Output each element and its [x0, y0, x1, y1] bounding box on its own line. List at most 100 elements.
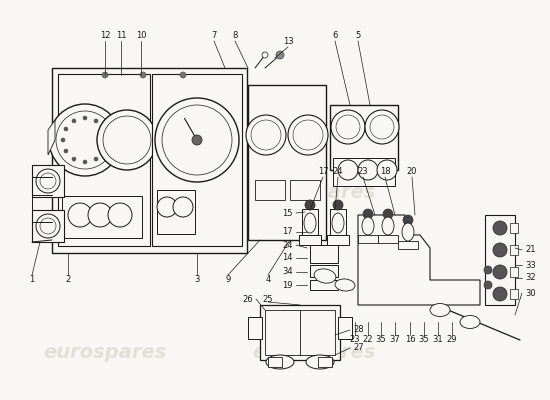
- Text: 7: 7: [211, 32, 217, 40]
- Text: eurospares: eurospares: [252, 342, 375, 362]
- Circle shape: [262, 52, 268, 58]
- Circle shape: [493, 265, 507, 279]
- Circle shape: [493, 221, 507, 235]
- Bar: [299, 235, 321, 245]
- Circle shape: [102, 127, 106, 131]
- Text: 37: 37: [389, 336, 400, 344]
- Bar: [260, 305, 340, 360]
- Circle shape: [72, 119, 76, 123]
- Text: 3: 3: [194, 276, 200, 284]
- Circle shape: [370, 115, 394, 139]
- Text: 35: 35: [419, 336, 430, 344]
- Circle shape: [358, 160, 378, 180]
- Circle shape: [61, 138, 65, 142]
- Ellipse shape: [402, 223, 414, 241]
- Circle shape: [192, 135, 202, 145]
- Text: eurospares: eurospares: [43, 342, 166, 362]
- Ellipse shape: [306, 355, 334, 369]
- Text: 12: 12: [100, 32, 110, 40]
- Text: 6: 6: [332, 32, 338, 40]
- Text: 2: 2: [65, 276, 70, 284]
- Circle shape: [83, 160, 87, 164]
- Bar: [318, 357, 332, 367]
- Circle shape: [64, 149, 68, 153]
- Bar: [32, 165, 64, 197]
- Circle shape: [305, 200, 315, 210]
- Bar: [330, 105, 398, 170]
- Text: 22: 22: [363, 336, 373, 344]
- Circle shape: [49, 104, 121, 176]
- Bar: [32, 210, 64, 242]
- Circle shape: [333, 200, 343, 210]
- Text: 13: 13: [283, 38, 293, 46]
- Text: 32: 32: [525, 274, 536, 282]
- Ellipse shape: [430, 304, 450, 316]
- Bar: [255, 180, 285, 200]
- Circle shape: [103, 116, 151, 164]
- Circle shape: [157, 197, 177, 217]
- Circle shape: [377, 160, 397, 180]
- Bar: [510, 223, 518, 233]
- Circle shape: [94, 157, 98, 161]
- Circle shape: [288, 115, 328, 155]
- Circle shape: [363, 209, 373, 219]
- Circle shape: [36, 214, 60, 238]
- Circle shape: [493, 243, 507, 257]
- Circle shape: [251, 120, 281, 150]
- Text: 34: 34: [282, 268, 293, 276]
- Bar: [333, 158, 395, 186]
- Circle shape: [40, 173, 56, 189]
- Text: 26: 26: [243, 294, 253, 304]
- Text: 10: 10: [136, 32, 146, 40]
- Text: eurospares: eurospares: [252, 182, 375, 202]
- Circle shape: [68, 203, 92, 227]
- Circle shape: [155, 98, 239, 182]
- Bar: [268, 357, 282, 367]
- Text: 17: 17: [282, 228, 293, 236]
- Bar: [248, 317, 262, 339]
- Polygon shape: [358, 215, 480, 305]
- Ellipse shape: [362, 217, 374, 235]
- Ellipse shape: [460, 316, 480, 328]
- Text: 9: 9: [226, 276, 230, 284]
- Bar: [510, 289, 518, 299]
- Circle shape: [72, 157, 76, 161]
- Circle shape: [36, 169, 60, 193]
- Text: 33: 33: [525, 260, 536, 270]
- Bar: [152, 74, 242, 246]
- Circle shape: [246, 115, 286, 155]
- Bar: [398, 241, 418, 249]
- Text: 11: 11: [116, 32, 127, 40]
- Text: 23: 23: [358, 168, 368, 176]
- Bar: [265, 310, 335, 355]
- Circle shape: [484, 281, 492, 289]
- Circle shape: [108, 203, 132, 227]
- Text: 31: 31: [433, 336, 443, 344]
- Bar: [310, 245, 338, 263]
- Text: 29: 29: [447, 336, 457, 344]
- Bar: [248, 85, 326, 240]
- Circle shape: [83, 116, 87, 120]
- Text: 27: 27: [353, 344, 364, 352]
- Polygon shape: [48, 120, 55, 155]
- Text: 28: 28: [353, 326, 364, 334]
- Text: 23: 23: [350, 336, 360, 344]
- Bar: [327, 235, 349, 245]
- Circle shape: [88, 203, 112, 227]
- Text: 19: 19: [283, 280, 293, 290]
- Text: 1: 1: [29, 276, 35, 284]
- Text: 17: 17: [318, 168, 328, 176]
- Bar: [62, 196, 142, 238]
- Bar: [378, 235, 398, 243]
- Text: 16: 16: [405, 336, 415, 344]
- Circle shape: [102, 72, 108, 78]
- Bar: [510, 267, 518, 277]
- Circle shape: [64, 127, 68, 131]
- Bar: [302, 209, 318, 237]
- Circle shape: [383, 209, 393, 219]
- Text: 24: 24: [283, 240, 293, 250]
- Text: eurospares: eurospares: [43, 182, 166, 202]
- Ellipse shape: [382, 217, 394, 235]
- Bar: [290, 180, 320, 200]
- Bar: [58, 74, 150, 246]
